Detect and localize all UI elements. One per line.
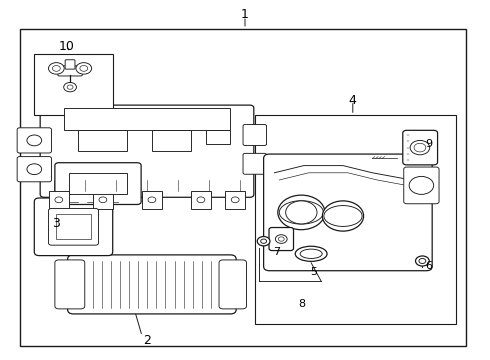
Circle shape xyxy=(278,195,325,230)
Circle shape xyxy=(99,197,107,203)
Circle shape xyxy=(257,237,270,246)
Text: 5: 5 xyxy=(310,267,317,277)
Circle shape xyxy=(80,66,88,71)
Ellipse shape xyxy=(295,246,327,261)
Circle shape xyxy=(278,237,284,241)
Circle shape xyxy=(49,63,64,74)
Circle shape xyxy=(409,176,434,194)
Circle shape xyxy=(261,239,267,243)
Circle shape xyxy=(27,135,42,146)
FancyBboxPatch shape xyxy=(49,208,98,245)
Bar xyxy=(206,130,230,144)
FancyBboxPatch shape xyxy=(17,128,51,153)
Text: 6: 6 xyxy=(425,261,432,271)
FancyBboxPatch shape xyxy=(404,167,439,204)
Circle shape xyxy=(322,201,364,231)
Circle shape xyxy=(27,164,42,175)
Bar xyxy=(93,191,113,209)
Circle shape xyxy=(414,143,426,152)
Text: 1: 1 xyxy=(241,8,249,21)
Ellipse shape xyxy=(324,206,362,226)
Circle shape xyxy=(275,235,287,243)
FancyBboxPatch shape xyxy=(58,66,82,76)
Circle shape xyxy=(231,197,239,203)
FancyBboxPatch shape xyxy=(243,125,267,145)
Ellipse shape xyxy=(300,249,322,258)
Bar xyxy=(69,173,127,194)
FancyBboxPatch shape xyxy=(65,60,75,69)
FancyBboxPatch shape xyxy=(40,105,254,197)
Bar xyxy=(34,54,113,115)
Circle shape xyxy=(410,140,430,155)
FancyBboxPatch shape xyxy=(264,154,432,271)
Text: 9: 9 xyxy=(425,139,432,149)
Text: 2: 2 xyxy=(143,334,151,347)
FancyBboxPatch shape xyxy=(269,228,294,251)
FancyBboxPatch shape xyxy=(55,163,141,204)
Bar xyxy=(78,130,127,151)
Bar xyxy=(191,191,211,209)
Text: 3: 3 xyxy=(52,217,60,230)
Circle shape xyxy=(76,63,92,74)
Bar xyxy=(225,191,245,209)
FancyBboxPatch shape xyxy=(17,157,51,182)
Circle shape xyxy=(416,256,429,266)
Circle shape xyxy=(67,85,73,89)
Bar xyxy=(49,191,69,209)
FancyBboxPatch shape xyxy=(68,255,236,314)
Bar xyxy=(255,115,456,324)
FancyBboxPatch shape xyxy=(34,198,113,256)
Bar xyxy=(20,29,466,346)
FancyBboxPatch shape xyxy=(403,130,438,165)
FancyBboxPatch shape xyxy=(243,153,267,174)
Circle shape xyxy=(286,201,317,224)
Circle shape xyxy=(64,82,76,92)
Circle shape xyxy=(55,197,63,203)
Bar xyxy=(142,191,162,209)
Text: 8: 8 xyxy=(298,299,305,309)
Text: 10: 10 xyxy=(58,40,74,53)
Circle shape xyxy=(419,258,426,264)
Text: 7: 7 xyxy=(273,247,280,257)
Bar xyxy=(64,108,230,130)
Bar xyxy=(56,214,91,239)
Circle shape xyxy=(148,197,156,203)
Ellipse shape xyxy=(279,201,323,224)
Bar xyxy=(152,130,191,151)
Text: 4: 4 xyxy=(349,94,357,107)
Circle shape xyxy=(197,197,205,203)
FancyBboxPatch shape xyxy=(55,260,85,309)
FancyBboxPatch shape xyxy=(219,260,246,309)
Circle shape xyxy=(52,66,60,71)
